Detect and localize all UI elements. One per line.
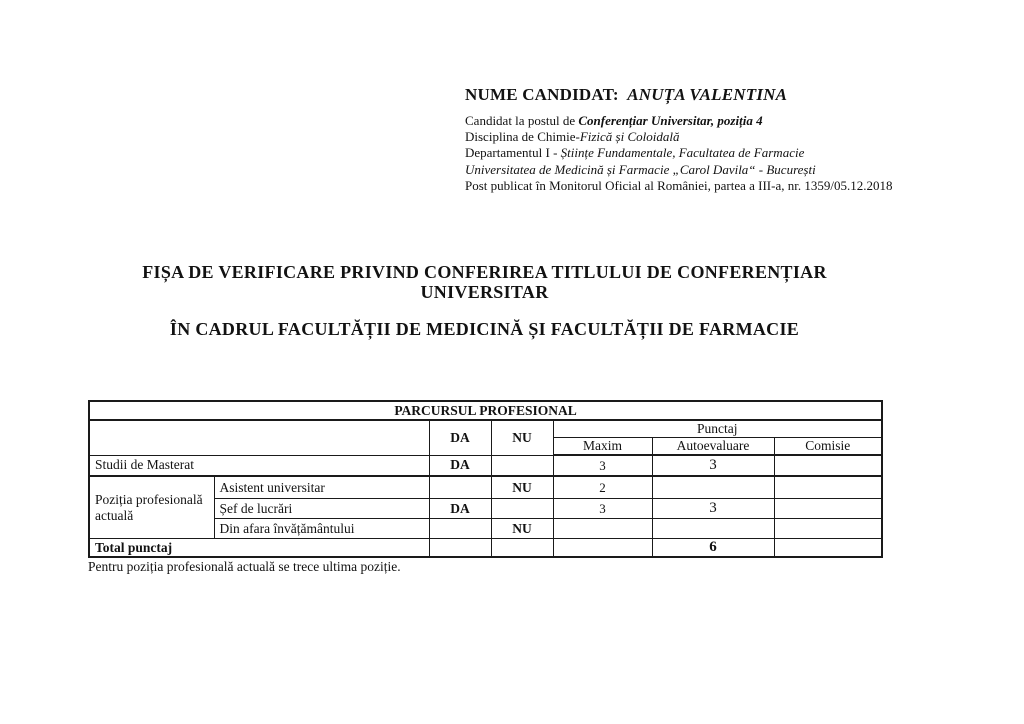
- document-title-line2: ÎN CADRUL FACULTĂȚII DE MEDICINĂ ȘI FACU…: [169, 319, 800, 339]
- table-section-title-row: PARCURSUL PROFESIONAL: [88, 400, 883, 421]
- total-da: [428, 538, 492, 558]
- candidate-header: NUME CANDIDAT: ANUȚA VALENTINA Candidat …: [465, 85, 895, 194]
- document-title-line1: FIȘA DE VERIFICARE PRIVIND CONFERIREA TI…: [142, 262, 827, 302]
- header-maxim: Maxim: [552, 437, 653, 456]
- professional-path-table: PARCURSUL PROFESIONAL DA NU Punctaj Maxi…: [88, 400, 884, 558]
- sef-comisie: [773, 498, 883, 519]
- post-prefix: Candidat la postul de: [465, 113, 579, 128]
- row-total-punctaj: Total punctaj 6: [88, 538, 883, 558]
- candidate-name-value: ANUȚA VALENTINA: [627, 85, 788, 104]
- document-title: FIȘA DE VERIFICARE PRIVIND CONFERIREA TI…: [88, 262, 881, 339]
- university-line: Universitatea de Medicină și Farmacie „C…: [465, 162, 895, 178]
- header-nu: NU: [490, 419, 554, 456]
- header-comisie: Comisie: [773, 437, 883, 456]
- dinafara-comisie: [773, 518, 883, 539]
- candidate-name-line: NUME CANDIDAT: ANUȚA VALENTINA: [465, 85, 895, 105]
- masterat-nu: [490, 454, 554, 477]
- header-punctaj: Punctaj: [552, 419, 883, 438]
- discipline-prefix: Disciplina de Chimie-: [465, 129, 580, 145]
- sef-maxim: 3: [552, 498, 653, 519]
- dinafara-nu: NU: [490, 518, 554, 539]
- dinafara-maxim: [552, 518, 653, 539]
- asistent-label: Asistent universitar: [213, 475, 430, 499]
- asistent-maxim: 2: [552, 475, 653, 499]
- total-comisie: [773, 538, 883, 558]
- masterat-autoevaluare: 3: [651, 454, 775, 477]
- header-empty-cell: [88, 419, 430, 456]
- row-studii-masterat: Studii de Masterat DA 3 3: [88, 454, 883, 477]
- candidate-name-label: NUME CANDIDAT:: [465, 85, 619, 104]
- dinafara-label: Din afara învățământului: [213, 518, 430, 539]
- publication-text: Post publicat în Monitorul Oficial al Ro…: [465, 177, 893, 193]
- asistent-da: [428, 475, 492, 499]
- masterat-maxim: 3: [552, 454, 653, 477]
- header-da: DA: [428, 419, 492, 456]
- total-maxim: [552, 538, 653, 558]
- department-line: Departamentul I - Științe Fundamentale, …: [465, 145, 895, 161]
- dinafara-autoevaluare: [651, 518, 775, 539]
- table-section-title: PARCURSUL PROFESIONAL: [88, 400, 883, 421]
- masterat-da: DA: [428, 454, 492, 477]
- sef-label: Șef de lucrări: [213, 498, 430, 519]
- total-label: Total punctaj: [88, 538, 430, 558]
- row-din-afara-invatamantului: Din afara învățământului NU: [89, 518, 883, 539]
- candidate-post-line: Candidat la postul de Conferențiar Unive…: [465, 113, 895, 129]
- table-header-row-2: Maxim Autoevaluare Comisie: [89, 437, 883, 456]
- publication-line: Post publicat în Monitorul Oficial al Ro…: [465, 178, 895, 194]
- footnote: Pentru poziția profesională actuală se t…: [88, 559, 401, 574]
- sef-da: DA: [428, 498, 492, 519]
- post-emphasis: Conferențiar Universitar, poziția 4: [578, 113, 763, 128]
- discipline-emphasis: Fizică și Coloidală: [579, 129, 680, 145]
- dinafara-da: [428, 518, 492, 539]
- masterat-label: Studii de Masterat: [88, 454, 430, 477]
- asistent-autoevaluare: [651, 475, 775, 499]
- department-emphasis: Științe Fundamentale, Facultatea de Farm…: [560, 145, 805, 161]
- header-autoevaluare: Autoevaluare: [651, 437, 775, 456]
- total-nu: [490, 538, 554, 558]
- sef-autoevaluare: 3: [651, 498, 775, 519]
- sef-nu: [490, 498, 554, 519]
- masterat-comisie: [773, 454, 883, 477]
- table-header-row-1: DA NU Punctaj: [88, 419, 883, 456]
- pozitie-group-label: Poziția profesională actuală: [88, 475, 215, 539]
- department-prefix: Departamentul I -: [465, 145, 561, 161]
- university-name: Universitatea de Medicină și Farmacie „C…: [465, 161, 816, 177]
- total-autoevaluare: 6: [651, 538, 775, 558]
- row-asistent-universitar: Poziția profesională actuală Asistent un…: [88, 475, 883, 539]
- asistent-comisie: [773, 475, 883, 499]
- discipline-line: Disciplina de Chimie-Fizică și Coloidală: [465, 129, 895, 145]
- asistent-nu: NU: [490, 475, 554, 499]
